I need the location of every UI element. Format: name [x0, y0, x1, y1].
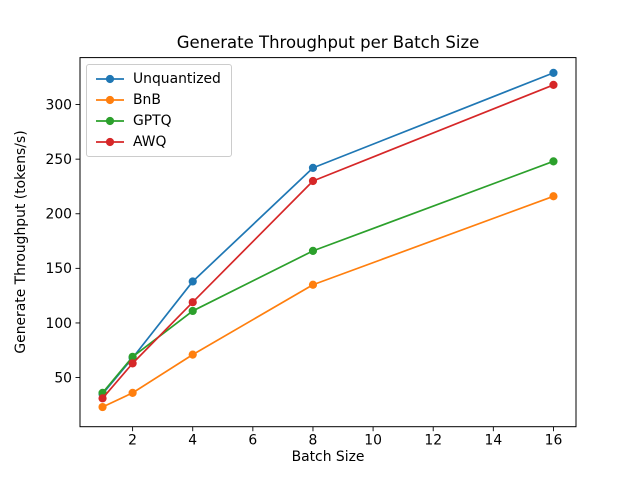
data-point-bnb — [128, 388, 137, 397]
x-axis-label: Batch Size — [291, 449, 365, 465]
x-tick-label: 8 — [309, 433, 318, 449]
y-tick-label: 300 — [45, 97, 72, 113]
legend-label-bnb: BnB — [133, 92, 161, 109]
legend-item-gptq: GPTQ — [96, 111, 221, 132]
data-point-awq — [98, 394, 107, 403]
legend-label-unquantized: Unquantized — [133, 71, 221, 88]
x-tick-label: 2 — [128, 433, 137, 449]
x-tick-label: 4 — [188, 433, 197, 449]
y-tick-label: 50 — [54, 370, 72, 386]
y-tick-label: 200 — [45, 207, 72, 223]
data-point-unquantized — [188, 277, 197, 286]
data-point-bnb — [188, 350, 197, 359]
data-point-awq — [128, 359, 137, 368]
axes-border — [79, 57, 577, 428]
legend-marker-unquantized — [96, 75, 124, 84]
x-tick-label: 10 — [364, 433, 382, 449]
data-point-gptq — [188, 306, 197, 316]
y-axis-label: Generate Throughput (tokens/s) — [13, 130, 29, 354]
data-point-awq — [188, 298, 197, 307]
data-point-gptq — [308, 246, 318, 255]
legend-item-bnb: BnB — [96, 90, 221, 111]
x-tick-label: 6 — [248, 433, 257, 449]
data-point-gptq — [549, 157, 558, 166]
data-point-unquantized — [549, 68, 558, 77]
data-point-bnb — [98, 402, 107, 412]
x-tick-label: 14 — [484, 433, 502, 449]
x-tick-label: 16 — [545, 433, 563, 449]
y-tick-label: 100 — [45, 316, 72, 332]
data-point-bnb — [549, 192, 558, 201]
data-point-gptq — [128, 352, 137, 361]
chart-title: Generate Throughput per Batch Size — [176, 33, 480, 52]
legend-item-unquantized: Unquantized — [96, 69, 221, 90]
y-tick-label: 250 — [45, 152, 72, 168]
legend-marker-gptq — [96, 116, 124, 126]
legend-marker-awq — [96, 137, 124, 146]
data-point-awq — [308, 176, 318, 186]
legend-label-awq: AWQ — [133, 133, 167, 150]
legend-marker-bnb — [96, 96, 124, 105]
x-tick-label: 12 — [424, 433, 442, 449]
data-point-bnb — [308, 280, 318, 289]
y-tick-label: 150 — [45, 261, 72, 277]
legend-label-gptq: GPTQ — [133, 112, 172, 129]
legend-item-awq: AWQ — [96, 131, 221, 152]
legend: Unquantized BnB GPTQ AWQ — [86, 64, 232, 158]
data-point-unquantized — [308, 163, 318, 172]
data-point-awq — [549, 80, 558, 90]
